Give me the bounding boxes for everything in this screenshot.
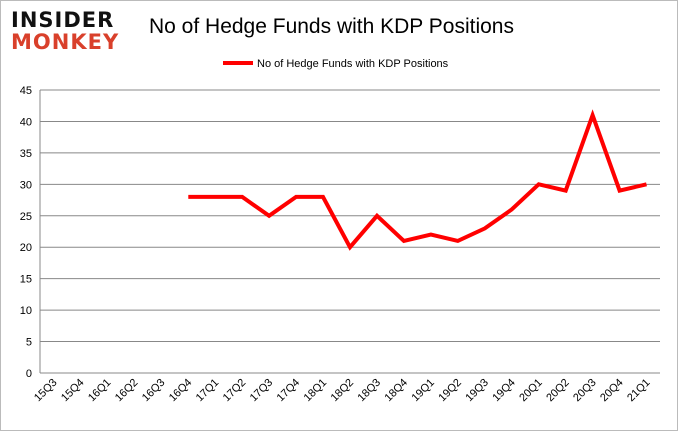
x-tick-label: 18Q1	[302, 377, 330, 405]
y-tick-label: 20	[20, 242, 32, 254]
x-tick-label: 20Q1	[517, 377, 545, 405]
x-tick-label: 19Q3	[463, 377, 491, 405]
x-tick-label: 16Q3	[140, 377, 168, 405]
x-tick-label: 20Q2	[544, 377, 572, 405]
x-tick-label: 20Q3	[571, 377, 599, 405]
y-tick-label: 15	[20, 274, 32, 286]
x-tick-label: 17Q1	[194, 377, 222, 405]
y-tick-label: 0	[26, 368, 32, 380]
x-tick-label: 16Q4	[167, 377, 195, 405]
x-tick-label: 16Q1	[86, 377, 114, 405]
x-tick-label: 18Q4	[383, 377, 411, 405]
x-tick-label: 20Q4	[598, 377, 626, 405]
chart-title: No of Hedge Funds with KDP Positions	[149, 15, 514, 38]
y-tick-label: 30	[20, 179, 32, 191]
series-line	[188, 109, 647, 251]
x-tick-label: 15Q3	[32, 377, 60, 405]
x-tick-label: 17Q4	[275, 377, 303, 405]
x-tick-label: 21Q1	[625, 377, 653, 405]
logo-line2: MONKEY	[11, 30, 120, 54]
x-tick-label: 19Q1	[409, 377, 437, 405]
y-tick-label: 25	[20, 211, 32, 223]
y-tick-label: 40	[20, 116, 32, 128]
x-tick-label: 18Q2	[329, 377, 357, 405]
x-tick-label: 15Q4	[59, 377, 87, 405]
logo-line1: INSIDER	[11, 8, 115, 32]
y-tick-label: 10	[20, 305, 32, 317]
x-tick-label: 17Q2	[221, 377, 249, 405]
y-tick-label: 35	[20, 148, 32, 160]
y-tick-label: 5	[26, 337, 32, 349]
x-tick-label: 16Q2	[113, 377, 141, 405]
x-tick-label: 19Q2	[436, 377, 464, 405]
y-tick-label: 45	[20, 85, 32, 97]
x-tick-label: 19Q4	[490, 377, 518, 405]
legend-label: No of Hedge Funds with KDP Positions	[257, 58, 449, 70]
insider-monkey-logo: INSIDER MONKEY	[11, 9, 119, 53]
x-tick-label: 18Q3	[356, 377, 384, 405]
x-tick-label: 17Q3	[248, 377, 276, 405]
